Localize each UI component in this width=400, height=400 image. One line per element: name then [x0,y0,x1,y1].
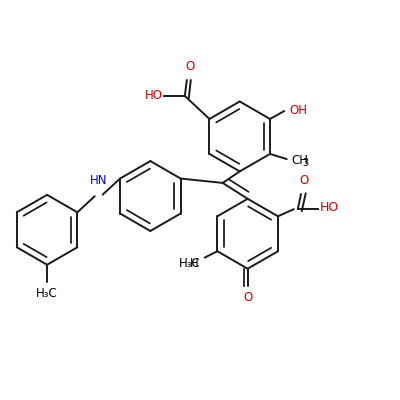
Text: OH: OH [290,104,308,117]
Text: O: O [185,60,195,73]
Text: HO: HO [320,201,339,214]
Text: HO: HO [144,90,162,102]
Text: HN: HN [90,174,108,187]
Text: O: O [300,174,309,187]
Text: H: H [190,257,199,270]
Text: 3: 3 [302,158,309,168]
Text: O: O [243,291,252,304]
Text: H₃C: H₃C [179,257,201,270]
Text: CH: CH [292,154,308,167]
Text: H₃C: H₃C [36,287,58,300]
